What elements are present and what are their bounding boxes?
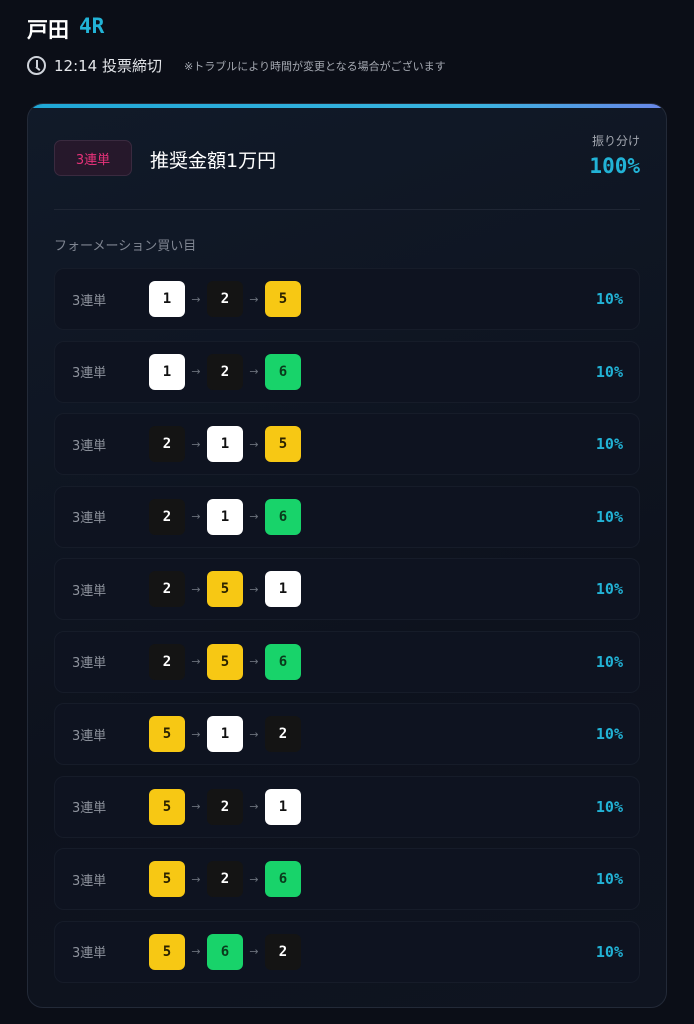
arrow-icon: → — [249, 872, 259, 886]
recommended-amount: 推奨金額1万円 — [150, 150, 277, 172]
boat-number-6: 6 — [207, 933, 243, 970]
arrow-icon: → — [249, 292, 259, 306]
row-percentage: 10% — [595, 362, 623, 381]
arrow-icon: → — [249, 582, 259, 596]
row-bet-type: 3連単 — [72, 728, 107, 744]
allocation-value: 100% — [589, 154, 640, 178]
row-bet-type: 3連単 — [72, 583, 107, 599]
bet-row: 3連単 2 → 1 → 5 10% — [54, 413, 640, 475]
boat-number-2: 2 — [265, 933, 301, 970]
bet-row: 3連単 1 → 2 → 5 10% — [54, 268, 640, 330]
divider — [54, 209, 640, 210]
bet-row: 3連単 5 → 2 → 6 10% — [54, 848, 640, 910]
row-bet-type: 3連単 — [72, 656, 107, 671]
boat-number-1: 1 — [265, 788, 301, 825]
arrow-icon: → — [191, 437, 201, 451]
arrow-icon: → — [191, 727, 201, 741]
row-bet-type: 3連単 — [72, 801, 107, 816]
row-percentage: 10% — [595, 435, 623, 453]
boat-number-5: 5 — [149, 716, 185, 752]
arrow-icon: → — [191, 292, 201, 306]
row-bet-type: 3連単 — [72, 438, 107, 454]
row-percentage: 10% — [595, 942, 623, 961]
bet-row: 3連単 2 → 1 → 6 10% — [54, 485, 640, 548]
row-bet-type: 3連単 — [72, 511, 107, 526]
row-percentage: 10% — [595, 870, 623, 888]
bet-row: 3連単 2 → 5 → 1 10% — [54, 558, 640, 620]
boat-number-1: 1 — [207, 426, 243, 462]
boat-number-5: 5 — [265, 426, 301, 462]
arrow-icon: → — [249, 800, 259, 813]
arrow-icon: → — [191, 582, 201, 596]
venue-name: 戸田 — [27, 18, 69, 42]
allocation-label: 振り分け — [591, 134, 640, 148]
bet-card: 3連単 推奨金額1万円 振り分け 100% フォーメーション買い目 3連単 1 → 2… — [27, 103, 667, 1008]
boat-number-5: 5 — [265, 281, 301, 317]
arrow-icon: → — [191, 872, 201, 886]
row-percentage: 10% — [595, 797, 623, 816]
arrow-icon: → — [249, 655, 259, 668]
row-bet-type: 3連単 — [72, 366, 107, 381]
boat-number-6: 6 — [265, 353, 301, 390]
row-percentage: 10% — [595, 652, 623, 671]
deadline-time: 12:14 投票締切 — [54, 57, 162, 75]
arrow-icon: → — [249, 437, 259, 451]
row-percentage: 10% — [595, 725, 623, 743]
row-bet-type: 3連単 — [72, 293, 107, 309]
boat-number-2: 2 — [149, 643, 185, 680]
boat-number-5: 5 — [207, 643, 243, 680]
bet-row: 3連単 2 → 5 → 6 10% — [54, 630, 640, 693]
boat-number-5: 5 — [149, 933, 185, 970]
race-title: 戸田 4R — [27, 14, 104, 44]
boat-number-5: 5 — [149, 861, 185, 897]
bet-row: 3連単 5 → 6 → 2 10% — [54, 920, 640, 983]
boat-number-2: 2 — [149, 498, 185, 535]
boat-number-1: 1 — [207, 498, 243, 535]
bet-type-badge: 3連単 — [54, 140, 132, 176]
bet-row: 3連単 1 → 2 → 6 10% — [54, 340, 640, 403]
boat-number-6: 6 — [265, 861, 301, 897]
arrow-icon: → — [249, 365, 259, 378]
boat-number-1: 1 — [149, 353, 185, 390]
row-percentage: 10% — [595, 580, 623, 598]
arrow-icon: → — [249, 727, 259, 741]
boat-number-2: 2 — [207, 861, 243, 897]
boat-number-5: 5 — [207, 571, 243, 607]
boat-number-2: 2 — [207, 788, 243, 825]
arrow-icon: → — [191, 945, 201, 958]
bet-row: 3連単 5 → 2 → 1 10% — [54, 775, 640, 838]
clock-icon — [27, 56, 46, 75]
row-bet-type: 3連単 — [72, 873, 107, 889]
arrow-icon: → — [191, 655, 201, 668]
boat-number-6: 6 — [265, 498, 301, 535]
race-number: 4R — [79, 14, 105, 38]
row-bet-type: 3連単 — [72, 946, 107, 961]
boat-number-5: 5 — [149, 788, 185, 825]
deadline-info: 12:14 投票締切 ※トラブルにより時間が変更となる場合がございます — [27, 55, 446, 76]
boat-number-2: 2 — [207, 281, 243, 317]
arrow-icon: → — [191, 510, 201, 523]
boat-number-2: 2 — [149, 571, 185, 607]
row-percentage: 10% — [595, 507, 623, 526]
boat-number-1: 1 — [265, 571, 301, 607]
boat-number-2: 2 — [207, 353, 243, 390]
deadline-note: ※トラブルにより時間が変更となる場合がございます — [184, 59, 446, 73]
bet-row: 3連単 5 → 1 → 2 10% — [54, 703, 640, 765]
arrow-icon: → — [249, 945, 259, 958]
boat-number-2: 2 — [265, 716, 301, 752]
boat-number-6: 6 — [265, 643, 301, 680]
arrow-icon: → — [191, 800, 201, 813]
row-percentage: 10% — [595, 290, 623, 308]
boat-number-1: 1 — [207, 716, 243, 752]
arrow-icon: → — [191, 365, 201, 378]
section-title: フォーメーション買い目 — [54, 239, 197, 254]
boat-number-1: 1 — [149, 281, 185, 317]
boat-number-2: 2 — [149, 426, 185, 462]
arrow-icon: → — [249, 510, 259, 523]
